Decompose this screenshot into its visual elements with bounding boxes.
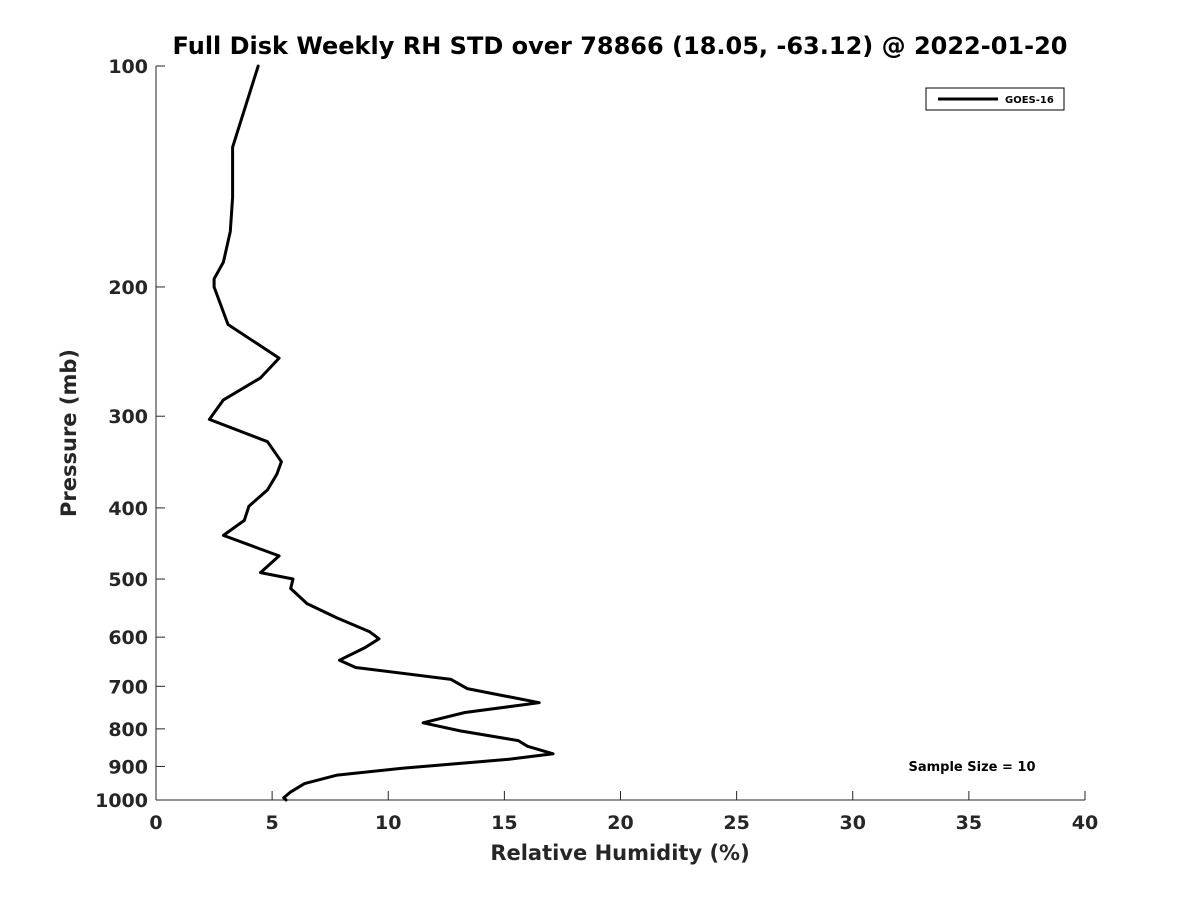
y-tick-label: 200 — [108, 277, 148, 299]
x-tick-label: 25 — [723, 812, 749, 834]
x-tick-label: 30 — [840, 812, 866, 834]
series-layer — [207, 64, 555, 802]
series-line-goes-16 — [207, 64, 555, 802]
y-tick-label: 500 — [108, 569, 148, 591]
x-tick-label: 35 — [956, 812, 982, 834]
x-tick-label: 20 — [607, 812, 633, 834]
y-tick-label: 900 — [108, 756, 148, 778]
sample-size-annotation: Sample Size = 10 — [908, 760, 1035, 775]
x-tick-label: 15 — [491, 812, 517, 834]
y-tick-label: 800 — [108, 719, 148, 741]
axes: 0 5 10 15 20 25 30 35 40 100 200 300 400 500 600 700 800… — [95, 56, 1098, 834]
x-axis-label: Relative Humidity (%) — [490, 841, 749, 865]
y-tick-label: 1000 — [95, 790, 148, 812]
legend: GOES-16 — [925, 87, 1065, 111]
x-tick-label: 5 — [266, 812, 279, 834]
y-tick-label: 400 — [108, 498, 148, 520]
legend-label-goes-16: GOES-16 — [1005, 95, 1054, 106]
x-tick-label: 0 — [149, 812, 162, 834]
y-tick-label: 700 — [108, 676, 148, 698]
y-tick-label: 100 — [108, 56, 148, 78]
y-tick-label: 600 — [108, 627, 148, 649]
chart-title: Full Disk Weekly RH STD over 78866 (18.0… — [173, 32, 1068, 60]
x-tick-label: 40 — [1072, 812, 1098, 834]
y-axis-label: Pressure (mb) — [57, 349, 81, 517]
x-tick-label: 10 — [375, 812, 401, 834]
y-tick-label: 300 — [108, 406, 148, 428]
